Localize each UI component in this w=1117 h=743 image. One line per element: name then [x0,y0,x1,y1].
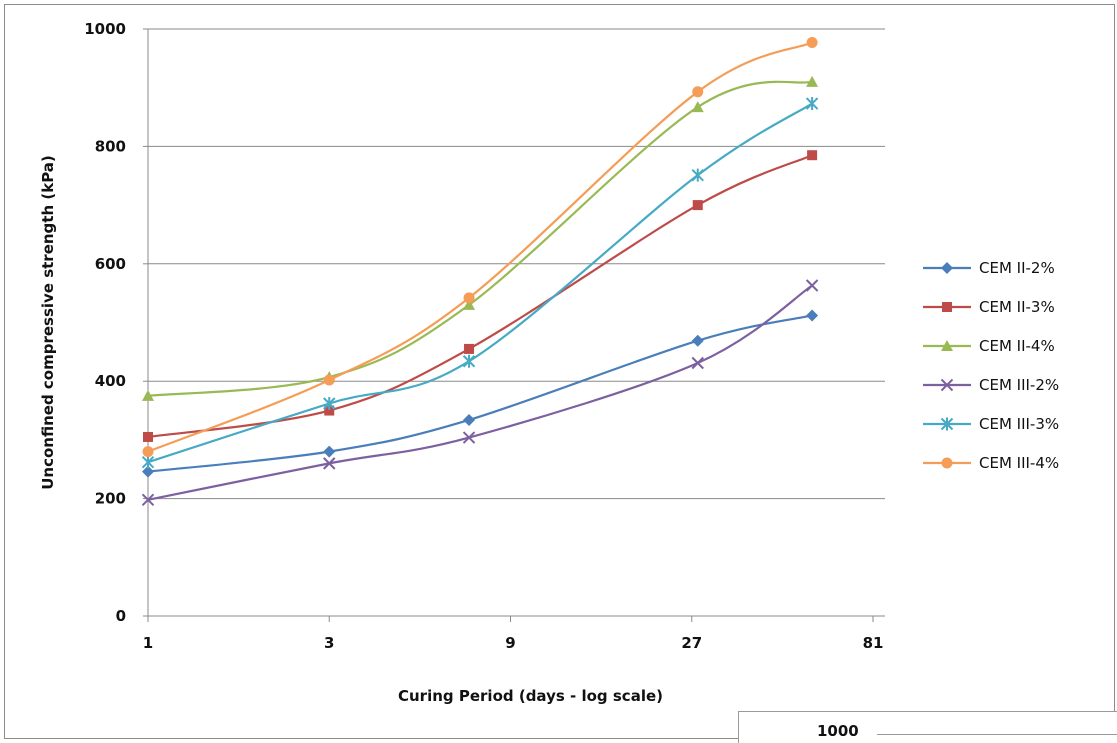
data-point-series-6 [463,292,475,304]
legend-marker-5 [940,417,954,431]
data-point-series-3 [806,75,819,87]
legend-label-6: CEM III-4% [979,454,1059,472]
data-point-series-6 [323,374,335,386]
data-point-series-5 [462,354,476,368]
data-point-series-5 [323,397,336,411]
legend-label-1: CEM II-2% [979,259,1055,277]
data-point-series-1 [463,413,476,426]
data-point-series-3 [142,389,154,401]
data-point-series-5 [691,168,704,182]
series-line-6 [147,41,813,453]
data-point-series-6 [692,86,704,98]
series-line-3 [147,80,813,397]
y-tick-label: 1000 [84,20,126,38]
data-point-series-4 [323,457,336,470]
inset-tick-label: 1000 [817,722,859,740]
data-point-series-3 [691,101,704,113]
legend-marker-6 [941,457,953,469]
x-tick-label: 81 [863,634,884,652]
data-point-series-1 [142,465,154,478]
data-point-series-3 [463,298,476,310]
series-line-1 [147,314,813,473]
data-point-series-2 [692,200,703,211]
data-point-series-2 [807,150,818,161]
legend-marker-2 [942,302,952,312]
x-tick-label: 9 [505,634,515,652]
y-tick-label: 400 [95,372,126,390]
data-point-series-6 [806,37,818,49]
data-point-series-5 [141,455,155,469]
data-point-series-5 [805,97,819,111]
data-point-series-1 [691,334,704,347]
data-point-series-2 [143,431,153,442]
x-tick-label: 3 [324,634,334,652]
x-axis-title: Curing Period (days - log scale) [398,687,663,705]
legend-marker-4 [940,378,954,392]
data-point-series-4 [691,356,704,370]
legend-marker-3 [941,340,953,351]
data-point-series-2 [324,405,335,416]
y-tick-label: 600 [95,255,126,273]
y-tick-label: 0 [116,607,126,625]
data-point-series-1 [323,445,336,458]
x-tick-label: 1 [143,634,153,652]
legend-label-4: CEM III-2% [979,376,1059,394]
legend-label-3: CEM II-4% [979,337,1055,355]
data-point-series-4 [141,493,155,506]
data-point-series-6 [142,446,154,458]
y-tick-label: 200 [95,490,126,508]
data-point-series-2 [464,343,475,354]
legend-label-2: CEM II-3% [979,298,1055,316]
series-line-5 [147,102,813,464]
y-axis-title: Unconfined compressive strength (kPa) [39,155,57,490]
inset-chart-fragment: 1000 [738,711,1117,743]
inset-gridline [877,734,1117,735]
legend-label-5: CEM III-3% [979,415,1059,433]
data-point-series-4 [805,279,819,292]
x-tick-label: 27 [681,634,702,652]
y-tick-label: 800 [95,137,126,155]
data-point-series-1 [806,309,819,322]
legend-marker-1 [941,262,953,274]
series-line-4 [147,284,813,501]
data-point-series-4 [462,431,476,444]
